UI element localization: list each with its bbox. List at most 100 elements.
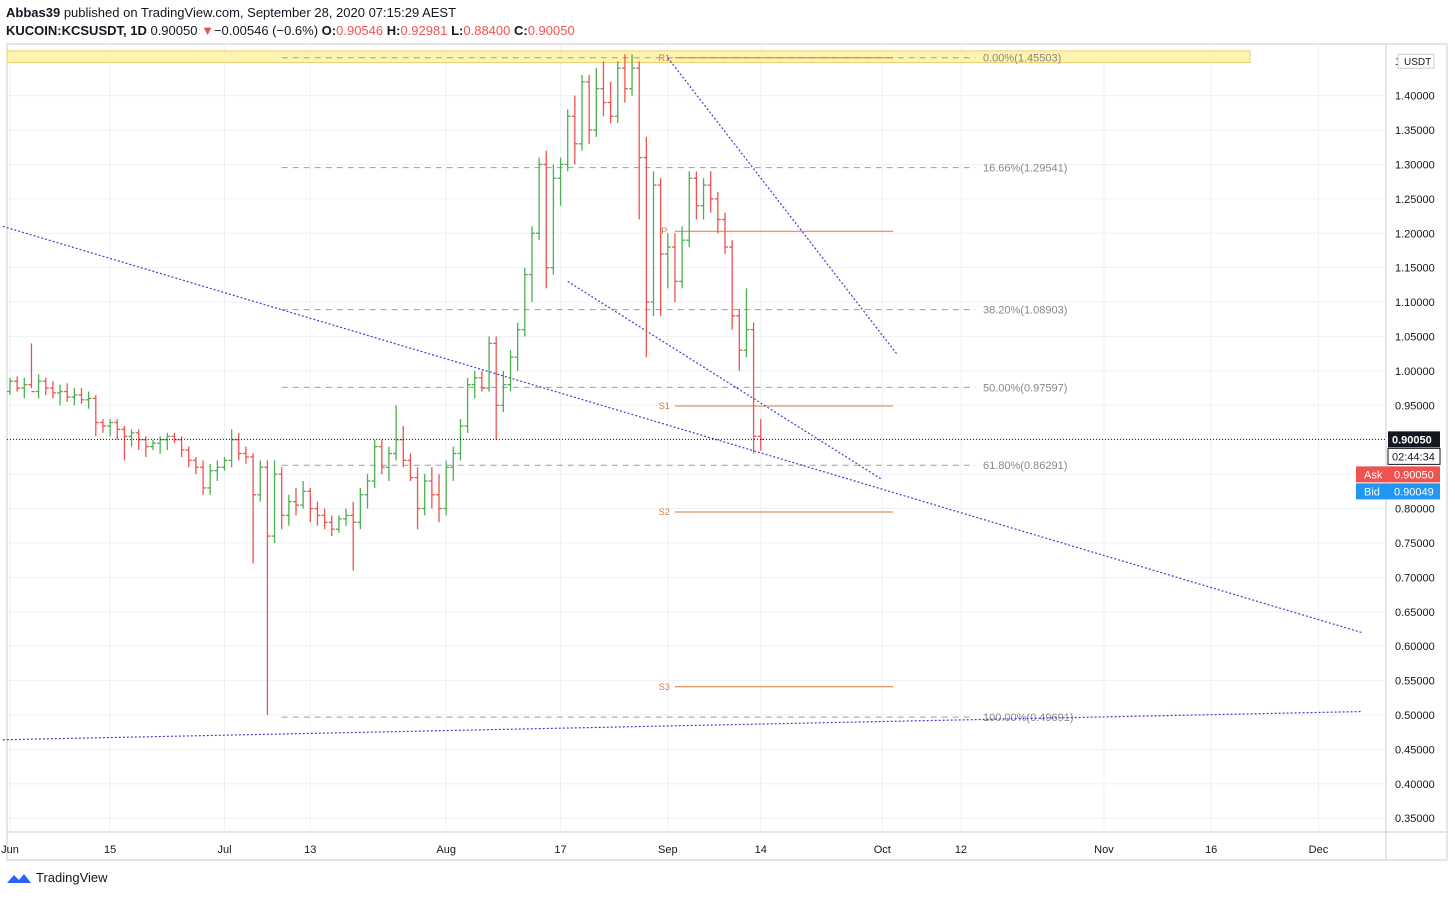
ohlc-bar xyxy=(471,370,478,399)
y-tick-label: 0.50000 xyxy=(1395,710,1435,722)
ohlc-bar xyxy=(171,432,178,444)
ohlc-bar xyxy=(28,343,35,393)
ohlc-bar xyxy=(92,394,99,437)
fib-level-label: 16.66%(1.29541) xyxy=(983,163,1067,175)
pivot-level-label: P xyxy=(661,226,667,236)
ohlc-bar xyxy=(343,508,350,526)
ohlc-bar xyxy=(736,308,743,371)
ohlc-bar xyxy=(228,429,235,468)
chart-frame xyxy=(6,43,1448,861)
fib-level-label: 0.00%(1.45503) xyxy=(983,53,1061,65)
ohlc-bar xyxy=(707,171,714,213)
ohlc-bar xyxy=(250,453,257,564)
ohlc-bar xyxy=(385,446,392,482)
last-price-tag xyxy=(1388,431,1440,448)
ohlc-bar xyxy=(757,419,764,451)
ohlc-bar xyxy=(722,212,728,254)
ask-label: Ask xyxy=(1364,469,1383,481)
symbol-label[interactable]: KUCOIN:KCSUSDT, 1D xyxy=(6,23,147,38)
last-price-tag-label: 0.90050 xyxy=(1392,434,1432,446)
ohlc-bar xyxy=(421,474,428,516)
author-name[interactable]: Abbas39 xyxy=(6,5,61,20)
ohlc-bar xyxy=(700,178,707,220)
last-price: 0.90050 xyxy=(150,23,198,38)
fib-level-label: 38.20%(1.08903) xyxy=(983,305,1067,317)
ohlc-bar xyxy=(185,446,192,468)
ohlc-bar xyxy=(729,240,736,330)
fib-level-label: 50.00%(0.97597) xyxy=(983,382,1067,394)
ohlc-bar xyxy=(543,150,550,289)
ohlc-bar xyxy=(192,456,199,475)
ohlc-bar xyxy=(264,460,271,716)
ohlc-bar xyxy=(35,374,42,399)
ohlc-bar xyxy=(78,388,85,404)
close-label: C: xyxy=(514,23,528,38)
publish-line: Abbas39 published on TradingView.com, Se… xyxy=(6,4,575,22)
ohlc-bar xyxy=(235,432,242,461)
open-label: O: xyxy=(321,23,337,38)
ohlc-bar xyxy=(285,494,292,526)
highlight-zone xyxy=(6,50,1251,64)
x-tick-label: Jul xyxy=(217,844,231,856)
open-value: 0.90546 xyxy=(336,23,384,38)
footer-brand[interactable]: TradingView xyxy=(6,870,108,885)
x-tick-label: Jun xyxy=(1,844,19,856)
ohlc-bar xyxy=(257,460,264,502)
currency-badge xyxy=(1397,53,1435,69)
pivot-level-label: R1 xyxy=(658,53,670,63)
ohlc-bar xyxy=(714,191,721,234)
ohlc-bar xyxy=(378,439,385,475)
ohlc-bar xyxy=(407,453,414,482)
low-label: L: xyxy=(451,23,464,38)
y-tick-label: 0.55000 xyxy=(1395,676,1435,688)
ohlc-bar xyxy=(114,419,121,440)
ohlc-bar xyxy=(514,322,521,371)
y-tick-label: 0.70000 xyxy=(1395,572,1435,584)
ohlc-bar xyxy=(214,460,221,482)
ask-value: 0.90050 xyxy=(1394,469,1434,481)
y-tick-label: 0.45000 xyxy=(1395,744,1435,756)
x-tick-label: 14 xyxy=(755,844,767,856)
ohlc-bar xyxy=(357,487,364,530)
ohlc-bar xyxy=(743,288,750,358)
y-tick-label: 1.40000 xyxy=(1395,91,1435,103)
ohlc-bar xyxy=(443,460,450,516)
x-tick-label: Dec xyxy=(1309,844,1329,856)
ohlc-bar xyxy=(49,381,56,399)
ohlc-bar xyxy=(464,377,471,433)
ohlc-bar xyxy=(42,377,49,395)
x-tick-label: Oct xyxy=(874,844,891,856)
ohlc-bar xyxy=(636,61,643,220)
ohlc-bar xyxy=(643,136,650,358)
ohlc-bar xyxy=(328,515,335,537)
ohlc-bar xyxy=(335,515,342,533)
ohlc-bar xyxy=(693,171,700,220)
ohlc-bar xyxy=(200,460,207,495)
ohlc-bar xyxy=(293,487,299,516)
ohlc-bar xyxy=(564,109,571,172)
ohlc-bar xyxy=(571,95,578,165)
ohlc-bar xyxy=(493,336,500,440)
ohlc-bar xyxy=(679,226,686,289)
y-tick-label: 1.30000 xyxy=(1395,159,1435,171)
y-tick-label: 1.05000 xyxy=(1395,331,1435,343)
ohlc-bar xyxy=(500,370,507,413)
ohlc-bar xyxy=(650,171,657,316)
x-tick-label: Nov xyxy=(1094,844,1114,856)
trendline-long-downtrend xyxy=(2,225,1362,633)
ohlc-bar xyxy=(85,391,92,409)
currency-label: USDT xyxy=(1404,57,1431,68)
ohlc-bar xyxy=(107,419,114,437)
ohlc-bar xyxy=(99,419,106,433)
ohlc-bar xyxy=(600,61,607,117)
ohlc-bar xyxy=(486,336,493,392)
ohlc-bar xyxy=(414,467,421,530)
y-tick-label: 0.95000 xyxy=(1395,400,1435,412)
ohlc-bar xyxy=(350,501,357,571)
ohlc-bar xyxy=(557,157,564,206)
y-tick-label: 0.35000 xyxy=(1395,813,1435,825)
x-tick-label: Aug xyxy=(436,844,456,856)
ohlc-bar xyxy=(671,233,678,303)
trendline-wedge-lower xyxy=(567,280,883,481)
